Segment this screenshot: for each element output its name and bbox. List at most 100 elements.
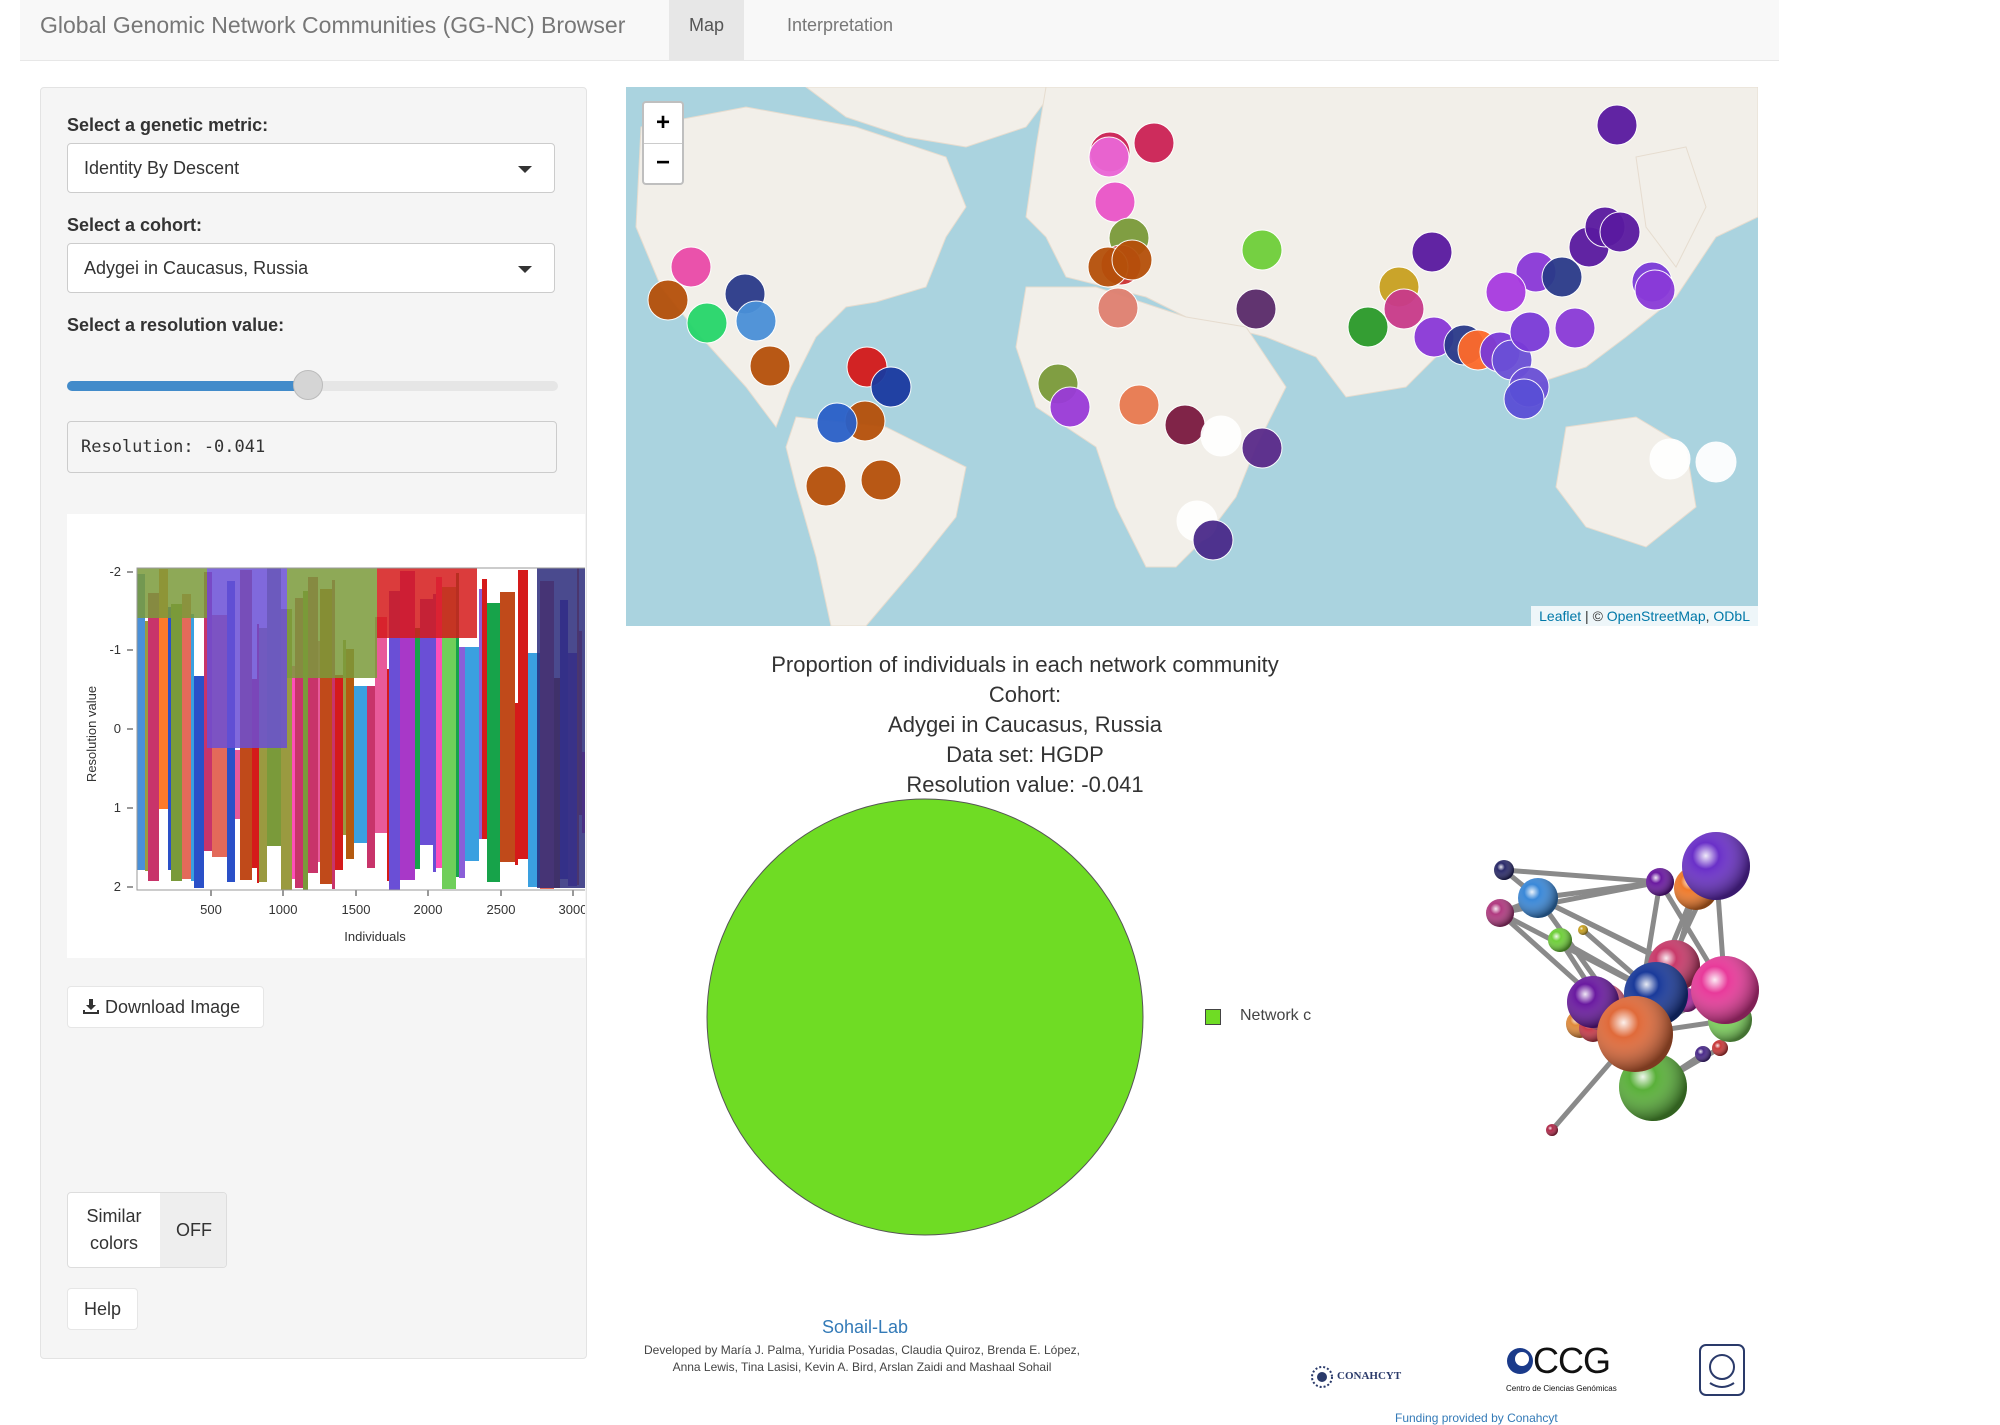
zoom-control: + − xyxy=(642,101,684,185)
map-marker xyxy=(686,302,728,344)
metric-label: Select a genetic metric: xyxy=(67,115,269,135)
map-marker xyxy=(1347,306,1389,348)
similar-colors-label: Similar colors xyxy=(86,1206,142,1253)
heatmap-svg: Resolution value Individuals -2 -1 0 1 2… xyxy=(84,564,627,944)
map-marker xyxy=(816,402,858,444)
heatmap-xtick: 1500 xyxy=(342,902,371,917)
heatmap-ytick: 0 xyxy=(114,721,121,736)
pie-slice[interactable] xyxy=(706,798,1144,1236)
map-marker xyxy=(1094,181,1136,223)
heatmap-xtick: 500 xyxy=(200,902,222,917)
heatmap-ytick: -2 xyxy=(109,564,121,579)
heatmap-xlabel: Individuals xyxy=(344,929,406,944)
heatmap-block xyxy=(137,568,207,618)
map-marker xyxy=(1541,256,1583,298)
heatmap-column xyxy=(168,607,171,870)
cohort-select[interactable]: Adygei in Caucasus, Russia xyxy=(67,243,555,293)
leaflet-link[interactable]: Leaflet xyxy=(1539,608,1582,624)
heatmap-column xyxy=(459,647,465,878)
map-marker xyxy=(1411,231,1453,273)
heatmap-column xyxy=(235,750,240,819)
heatmap-column xyxy=(375,617,387,833)
metric-select-value: Identity By Descent xyxy=(84,158,240,178)
heatmap-column xyxy=(415,628,420,869)
map-marker xyxy=(1383,288,1425,330)
map-marker xyxy=(1192,519,1234,561)
zoom-out-button[interactable]: − xyxy=(655,149,670,176)
network-nodes xyxy=(1486,832,1759,1136)
map-marker xyxy=(749,345,791,387)
pie-title-line: Cohort: xyxy=(988,682,1062,707)
map-marker xyxy=(1118,384,1160,426)
map-marker xyxy=(1200,415,1242,457)
openstreetmap-link[interactable]: OpenStreetMap xyxy=(1606,608,1706,624)
heatmap-column xyxy=(400,571,415,880)
heatmap-column xyxy=(420,599,433,845)
network-node-shading xyxy=(1646,868,1674,896)
resolution-slider-fill xyxy=(67,381,308,391)
heatmap-column xyxy=(389,591,400,890)
tab-map[interactable]: Map xyxy=(669,0,745,60)
heatmap-column xyxy=(318,641,320,862)
resolution-output: Resolution: -0.041 xyxy=(67,421,557,473)
map-marker xyxy=(805,465,847,507)
heatmap-ytick: 1 xyxy=(114,800,121,815)
heatmap-column xyxy=(436,577,442,868)
similar-colors-toggle[interactable]: Similar colors OFF xyxy=(67,1192,227,1268)
resolution-slider-handle[interactable] xyxy=(293,370,323,400)
heatmap-column xyxy=(252,679,257,868)
heatmap-column xyxy=(257,624,259,883)
map-svg xyxy=(635,87,1758,626)
heatmap-ylabel: Resolution value xyxy=(84,686,99,782)
map-marker xyxy=(1097,287,1139,329)
network-node-shading xyxy=(1578,925,1588,935)
help-button[interactable]: Help xyxy=(67,1288,138,1330)
network-node-shading xyxy=(1548,928,1572,952)
map-marker xyxy=(1554,307,1596,349)
heatmap-xtick: 2000 xyxy=(414,902,443,917)
network-node-shading xyxy=(1518,878,1558,918)
heatmap-column xyxy=(433,594,436,872)
legend-label: Network c xyxy=(1240,1007,1312,1024)
heatmap-column xyxy=(367,686,375,868)
network-edge xyxy=(1535,879,1663,901)
unam-seal xyxy=(1698,1343,1746,1397)
map-markers xyxy=(647,104,1737,561)
unam-seal-icon xyxy=(1699,1344,1745,1396)
network-3d-view[interactable] xyxy=(1440,820,1820,1150)
map-marker xyxy=(1649,438,1691,480)
map-marker xyxy=(1133,122,1175,164)
heatmap-ytick: 2 xyxy=(114,879,121,894)
heatmap-column xyxy=(191,614,194,881)
heatmap-column xyxy=(479,589,482,839)
map-marker xyxy=(735,300,777,342)
heatmap-column xyxy=(171,604,182,881)
network-node-shading xyxy=(1486,899,1514,927)
heatmap-column xyxy=(145,621,148,871)
map-marker xyxy=(1241,427,1283,469)
network-node-shading xyxy=(1597,996,1673,1072)
heatmap-column xyxy=(465,647,479,861)
map-marker xyxy=(1509,311,1551,353)
metric-select[interactable]: Identity By Descent xyxy=(67,143,555,193)
heatmap-column xyxy=(518,570,528,859)
download-image-button[interactable]: Download Image xyxy=(67,986,264,1028)
tab-interpretation[interactable]: Interpretation xyxy=(787,15,894,35)
download-icon xyxy=(83,999,99,1014)
funding-link[interactable]: Funding provided by Conahcyt xyxy=(1395,1411,1558,1425)
zoom-in-button[interactable]: + xyxy=(644,103,682,144)
resolution-label: Select a resolution value: xyxy=(67,315,285,335)
heatmap-column xyxy=(487,603,500,882)
conahcyt-seal-icon xyxy=(1311,1366,1333,1388)
map-marker xyxy=(1088,136,1130,178)
map-marker xyxy=(1599,211,1641,253)
sohail-lab-link[interactable]: Sohail-Lab xyxy=(822,1317,909,1337)
pie-title-line: Adygei in Caucasus, Russia xyxy=(888,712,1162,737)
pie-title-line: Data set: HGDP xyxy=(946,742,1104,767)
world-map[interactable]: Leaflet | © OpenStreetMap, ODbL xyxy=(626,87,1758,626)
heatmap-column xyxy=(343,640,346,835)
heatmap-block xyxy=(377,568,477,638)
ccg-swirl-icon xyxy=(1507,1348,1533,1374)
odbl-link[interactable]: ODbL xyxy=(1713,608,1750,624)
pie-title-line: Resolution value: -0.041 xyxy=(906,772,1144,797)
